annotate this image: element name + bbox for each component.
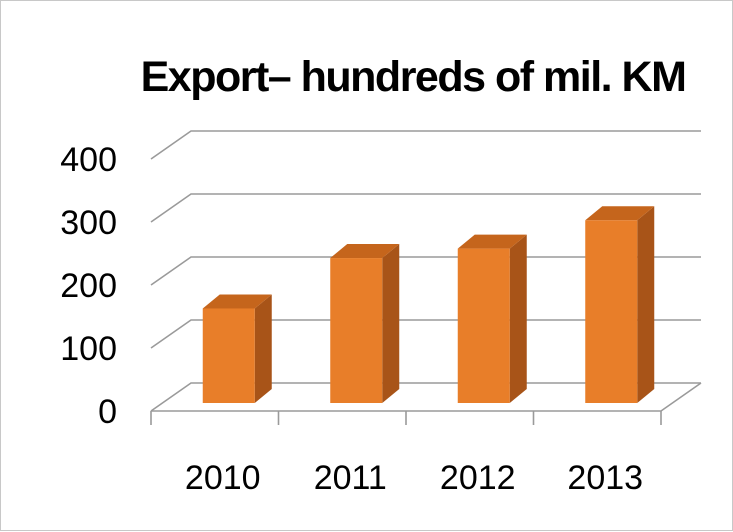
bar-top xyxy=(202,294,272,309)
bar-side xyxy=(637,206,655,403)
y-tick-label: 300 xyxy=(60,204,117,242)
chart-title: Export– hundreds of mil. KM xyxy=(141,53,686,101)
bar-front xyxy=(330,258,383,403)
bar-side xyxy=(254,294,272,403)
x-axis-tick-labels: 2010 2011 2012 2013 xyxy=(185,459,643,497)
bar-side xyxy=(509,234,527,403)
x-tick-label: 2012 xyxy=(440,459,516,497)
gridline xyxy=(150,256,701,286)
x-tick-label: 2011 xyxy=(314,459,387,497)
bar-front xyxy=(457,248,510,403)
gridline xyxy=(150,382,701,412)
y-tick-label: 100 xyxy=(60,330,117,368)
gridline xyxy=(150,130,701,160)
bar xyxy=(457,234,527,403)
x-tick-label: 2013 xyxy=(567,459,643,497)
y-tick-label: 200 xyxy=(60,267,117,305)
bar-side xyxy=(382,244,400,403)
gridline xyxy=(150,319,701,349)
bar xyxy=(202,294,272,403)
x-tick-label: 2010 xyxy=(185,459,261,497)
x-axis xyxy=(150,382,702,425)
bar-top xyxy=(330,244,400,259)
y-axis-tick-labels: 0 100 200 300 400 xyxy=(60,141,117,431)
bar-top xyxy=(457,234,527,249)
bar xyxy=(330,244,400,403)
bar-front xyxy=(585,220,638,403)
bar xyxy=(585,206,655,403)
y-tick-label: 400 xyxy=(60,141,117,179)
bar-front xyxy=(202,308,255,403)
bars xyxy=(202,206,655,403)
bar-top xyxy=(585,206,655,221)
gridline xyxy=(150,193,701,223)
y-tick-label: 0 xyxy=(98,393,117,431)
gridlines xyxy=(150,130,701,412)
